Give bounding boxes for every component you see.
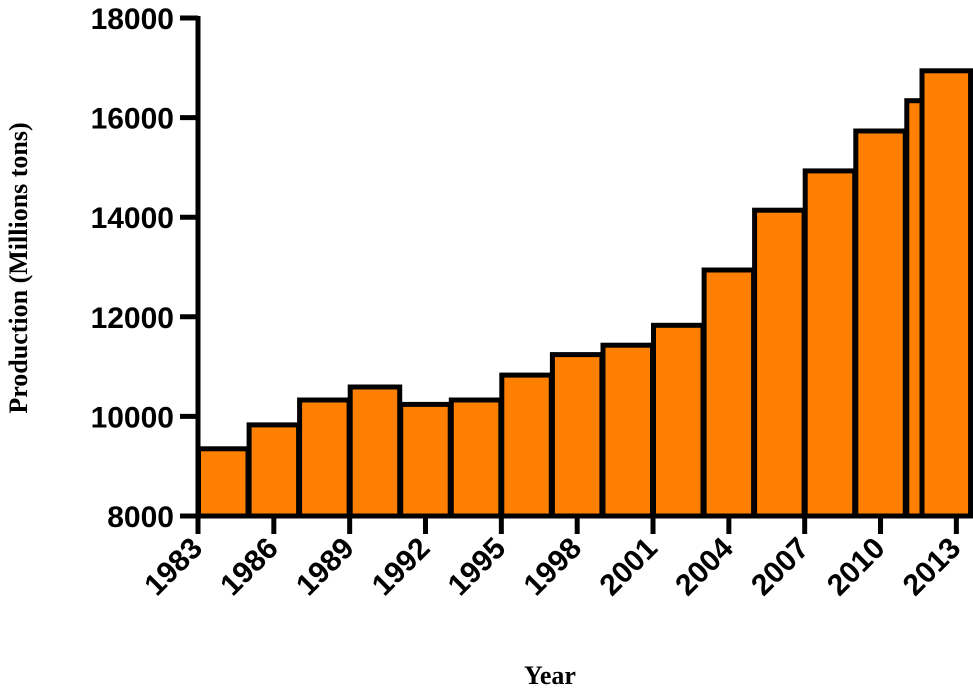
y-tick-label: 12000 xyxy=(91,302,174,335)
bar-2000 xyxy=(600,342,655,519)
x-tick-label: 2010 xyxy=(821,532,892,603)
y-ticks-group: 8000 10000 12000 14000 16000 18000 xyxy=(91,3,198,534)
axes-group xyxy=(195,16,971,519)
x-tick-label: 1983 xyxy=(138,532,209,603)
bar-1986 xyxy=(246,422,302,519)
bar-1996 xyxy=(499,372,554,519)
y-tick-label: 10000 xyxy=(91,401,174,434)
x-tick-label: 1992 xyxy=(366,532,437,603)
bar-2010 xyxy=(853,128,908,519)
y-tick-label: 8000 xyxy=(107,501,174,534)
x-ticks-group: 1983 1986 1989 1992 1995 1998 2001 2004 2007 2010… xyxy=(138,516,967,602)
bar-1984 xyxy=(196,446,251,519)
x-axis-title: Year xyxy=(524,661,576,690)
bars-group xyxy=(196,68,973,519)
bar-2004 xyxy=(701,267,757,519)
bar-1998 xyxy=(549,352,605,519)
x-tick-label: 2007 xyxy=(745,532,816,603)
x-tick-label: 1995 xyxy=(442,532,513,603)
y-axis-title: Production (Millions tons) xyxy=(4,122,33,413)
x-tick-label: 2013 xyxy=(897,532,968,603)
y-tick-label: 14000 xyxy=(91,202,174,235)
bar-2006 xyxy=(752,207,807,519)
bar-2002 xyxy=(651,322,706,519)
bar-2008 xyxy=(802,168,858,519)
x-tick-label: 1998 xyxy=(518,532,589,603)
x-tick-label: 2001 xyxy=(593,532,664,603)
x-tick-label: 1989 xyxy=(290,532,361,603)
bar-1990 xyxy=(347,384,403,519)
y-tick-label: 16000 xyxy=(91,103,174,136)
y-tick-label: 18000 xyxy=(91,3,174,36)
bar-1992 xyxy=(398,401,453,519)
bar-2012.6 xyxy=(919,68,973,519)
bar-1988 xyxy=(297,397,352,519)
x-tick-label: 1986 xyxy=(214,532,285,603)
bar-1994 xyxy=(448,397,504,519)
x-tick-label: 2004 xyxy=(669,531,740,602)
